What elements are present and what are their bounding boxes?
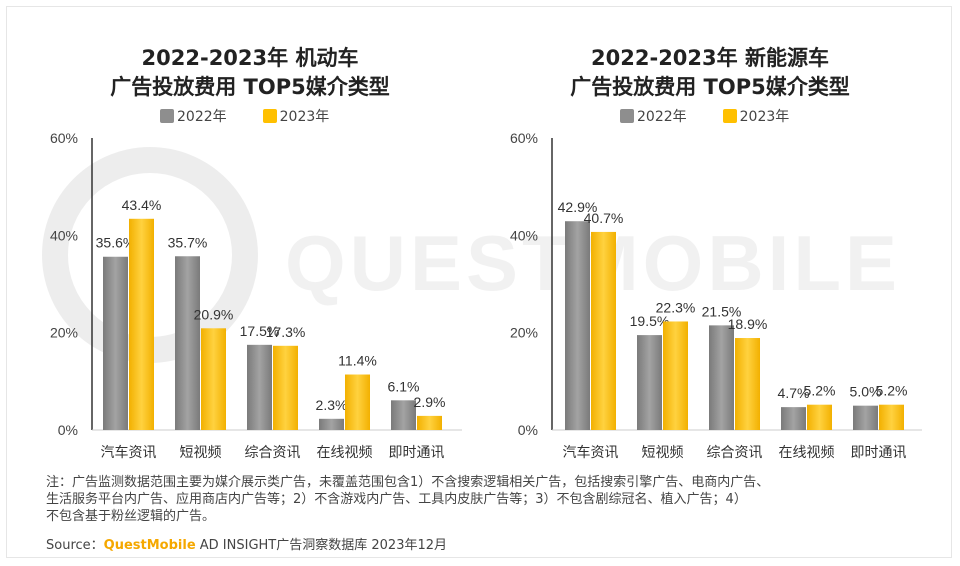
data-label: 20.9% (194, 306, 234, 322)
bar-2022 (247, 344, 272, 430)
source-line: Source：QuestMobile AD INSIGHT广告洞察数据库 202… (46, 534, 447, 553)
bar-2023 (663, 321, 688, 430)
legend-swatch-yellow (262, 109, 277, 123)
legend-item-2022: 2022年 (160, 106, 227, 126)
chart-2-title: 2022-2023年 新能源车 广告投放费用 TOP5媒介类型 (510, 44, 910, 102)
data-label: 5.2% (804, 383, 836, 399)
bar-2022 (103, 256, 128, 430)
data-label: 17.5% (240, 323, 280, 339)
data-label: 4.7% (778, 385, 810, 401)
chart-1-legend: 2022年 2023年 (160, 106, 365, 126)
figure-frame (6, 6, 952, 558)
x-tick-label: 短视频 (180, 445, 222, 461)
source-suffix: AD INSIGHT广告洞察数据库 2023年12月 (195, 538, 448, 553)
data-label: 6.1% (388, 378, 420, 394)
chart-2-legend: 2022年 2023年 (620, 106, 825, 126)
data-label: 35.6% (96, 235, 136, 251)
data-label: 40.7% (584, 210, 624, 226)
legend-label: 2023年 (279, 109, 330, 125)
x-tick-label: 综合资讯 (707, 445, 763, 461)
footnote-line-1: 注：广告监测数据范围主要为媒介展示类广告，未覆盖范围包含1）不含搜索逻辑相关广告… (46, 475, 770, 490)
y-tick-label: 0% (58, 422, 78, 438)
bar-2023 (345, 374, 370, 430)
legend-item-2022: 2022年 (620, 106, 687, 126)
footnote-line-3: 不包含基于粉丝逻辑的广告。 (46, 509, 216, 524)
data-label: 11.4% (338, 353, 377, 369)
bar-2023 (807, 404, 832, 430)
y-tick-label: 60% (50, 130, 78, 146)
data-label: 19.5% (630, 313, 670, 329)
bar-2023 (273, 345, 298, 430)
data-label: 42.9% (558, 199, 598, 215)
bar-2023 (417, 415, 442, 430)
data-label: 18.9% (728, 316, 768, 332)
data-label: 5.0% (850, 384, 882, 400)
x-tick-label: 即时通讯 (389, 445, 445, 461)
y-tick-label: 60% (510, 130, 538, 146)
chart-1-title: 2022-2023年 机动车 广告投放费用 TOP5媒介类型 (50, 44, 450, 102)
y-tick-label: 0% (518, 422, 538, 438)
data-label: 17.3% (266, 324, 306, 340)
data-label: 5.2% (876, 383, 908, 399)
chart-2-title-line-2: 广告投放费用 TOP5媒介类型 (570, 75, 850, 99)
y-tick-label: 40% (50, 227, 78, 243)
legend-swatch-gray (620, 109, 634, 123)
data-label: 21.5% (702, 303, 742, 319)
chart-1-title-line-1: 2022-2023年 机动车 (141, 46, 359, 70)
chart-2-title-line-1: 2022-2023年 新能源车 (591, 46, 829, 70)
data-label: 2.9% (414, 394, 446, 410)
bar-2023 (879, 404, 904, 430)
legend-label: 2022年 (637, 109, 687, 125)
bar-2022 (565, 221, 590, 430)
x-tick-label: 即时通讯 (851, 445, 907, 461)
legend-item-2023: 2023年 (262, 106, 330, 126)
bar-2022 (853, 405, 878, 430)
legend-swatch-yellow (722, 109, 737, 123)
x-tick-label: 在线视频 (317, 445, 373, 461)
chart-1-title-line-2: 广告投放费用 TOP5媒介类型 (110, 75, 390, 99)
footnote-line-2: 生活服务平台内广告、应用商店内广告等；2）不含游戏内广告、工具内皮肤广告等；3）… (46, 492, 747, 507)
legend-swatch-gray (160, 109, 174, 123)
x-tick-label: 短视频 (642, 445, 684, 461)
data-label: 35.7% (168, 234, 208, 250)
y-tick-label: 20% (510, 325, 538, 341)
legend-label: 2022年 (177, 109, 227, 125)
legend-item-2023: 2023年 (722, 106, 790, 126)
x-tick-label: 在线视频 (779, 445, 835, 461)
source-prefix: Source： (46, 538, 104, 553)
x-tick-label: 综合资讯 (245, 445, 301, 461)
data-label: 2.3% (316, 397, 348, 413)
legend-label: 2023年 (739, 109, 790, 125)
x-tick-label: 汽车资讯 (101, 444, 157, 461)
bar-2022 (175, 256, 200, 430)
data-label: 22.3% (656, 299, 696, 315)
bar-2023 (735, 338, 760, 430)
y-tick-label: 40% (510, 227, 538, 243)
bar-2022 (781, 407, 806, 430)
bar-2022 (637, 335, 662, 430)
bar-2023 (201, 328, 226, 430)
bar-2022 (709, 325, 734, 430)
footnote: 注：广告监测数据范围主要为媒介展示类广告，未覆盖范围包含1）不含搜索逻辑相关广告… (46, 474, 946, 525)
bar-2022 (391, 400, 416, 430)
y-tick-label: 20% (50, 325, 78, 341)
x-tick-label: 汽车资讯 (563, 444, 619, 461)
bar-2023 (591, 231, 616, 430)
source-brand: QuestMobile (103, 538, 196, 553)
bar-2023 (129, 218, 154, 430)
bar-2022 (319, 418, 344, 430)
data-label: 43.4% (122, 197, 162, 213)
